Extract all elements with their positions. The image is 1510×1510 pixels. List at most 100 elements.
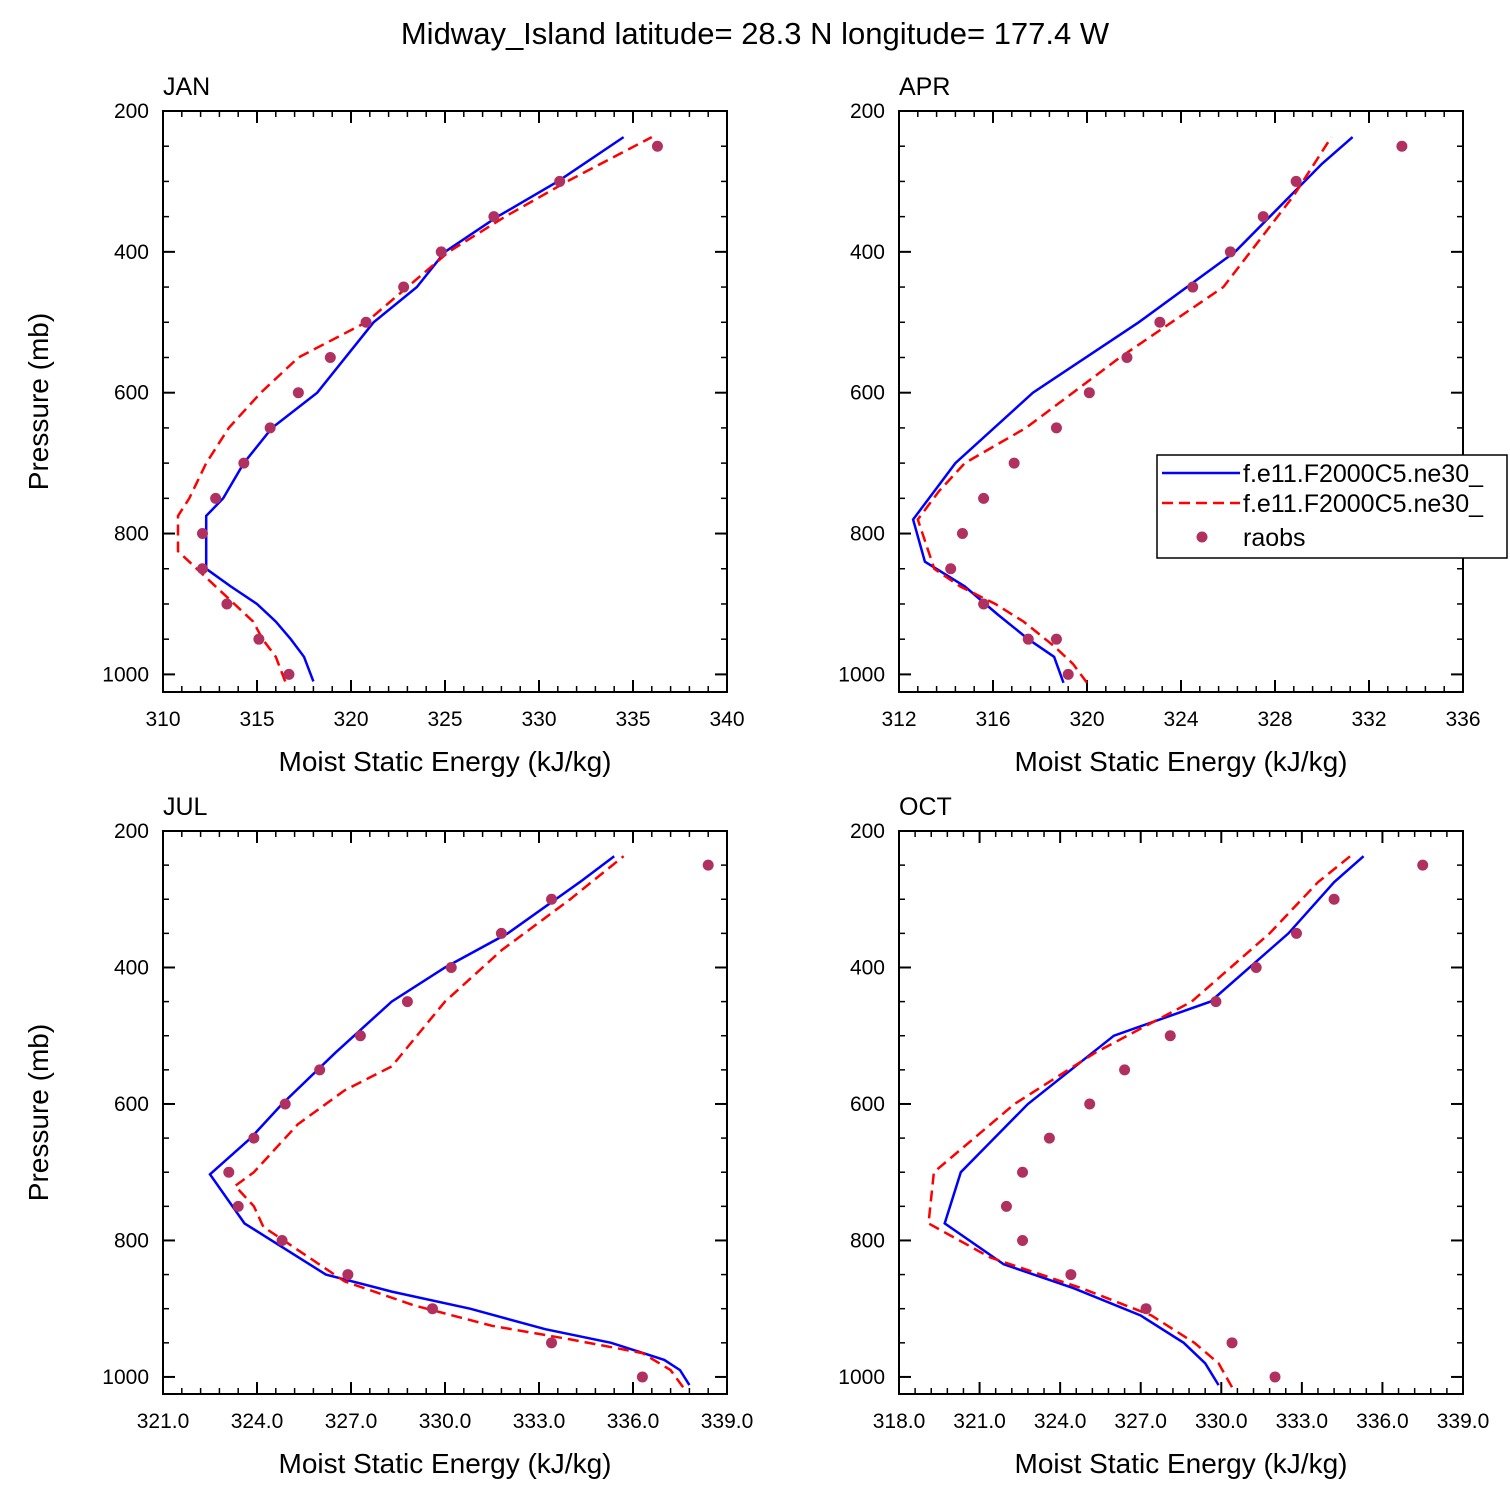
- raobs-point: [1008, 457, 1020, 469]
- raobs-point: [1017, 1234, 1029, 1246]
- raobs-point: [1417, 859, 1429, 871]
- raobs-point: [232, 1200, 244, 1212]
- raobs-point: [956, 528, 968, 540]
- x-axis-label: Moist Static Energy (kJ/kg): [279, 1448, 612, 1479]
- x-tick-label: 336: [1445, 708, 1480, 731]
- model-solid-line: [204, 136, 625, 682]
- raobs-point: [651, 140, 663, 152]
- chart-panel-jan: JAN 310 315 320 325 330 335 340 200 400 600 800 1000…: [23, 73, 745, 777]
- raobs-point: [435, 246, 447, 258]
- raobs-point: [554, 175, 566, 187]
- y-tick-label: 600: [114, 382, 149, 405]
- raobs-point: [1290, 175, 1302, 187]
- y-tick-label: 1000: [102, 1366, 149, 1389]
- x-tick-label: 320: [333, 708, 368, 731]
- raobs-point: [1119, 1064, 1131, 1076]
- x-tick-label: 327.0: [325, 1410, 378, 1433]
- y-tick-label: 800: [114, 1229, 149, 1252]
- y-tick-label: 600: [850, 1093, 885, 1116]
- x-tick-label: 315: [239, 708, 274, 731]
- x-tick-label: 335: [615, 708, 650, 731]
- raobs-point: [1250, 961, 1262, 973]
- x-tick-label: 333.0: [1276, 1410, 1329, 1433]
- raobs-point: [210, 492, 222, 504]
- y-tick-label: 800: [114, 523, 149, 546]
- raobs-point: [1328, 893, 1340, 905]
- x-tick-label: 320: [1069, 708, 1104, 731]
- raobs-point: [223, 1166, 235, 1178]
- x-tick-label: 339.0: [1437, 1410, 1490, 1433]
- raobs-point: [360, 316, 372, 328]
- raobs-point: [401, 996, 413, 1008]
- raobs-point: [1140, 1303, 1152, 1315]
- y-tick-label: 1000: [102, 663, 149, 686]
- chart-panel-apr: APR 312 316 320 324 328 332 336 200 400 600 800 1000…: [838, 73, 1480, 777]
- y-axis-label: Pressure (mb): [23, 1024, 54, 1201]
- x-tick-label: 328: [1257, 708, 1292, 731]
- y-tick-label: 800: [850, 523, 885, 546]
- raobs-point: [1043, 1132, 1055, 1144]
- legend-label: raobs: [1243, 524, 1306, 552]
- plot-frame: [162, 830, 728, 1395]
- raobs-point: [248, 1132, 260, 1144]
- raobs-point: [495, 927, 507, 939]
- x-tick-label: 336.0: [1356, 1410, 1409, 1433]
- raobs-point: [354, 1030, 366, 1042]
- raobs-point: [636, 1371, 648, 1383]
- figure-title: Midway_Island latitude= 28.3 N longitude…: [401, 16, 1110, 51]
- legend-label: f.e11.F2000C5.ne30_: [1243, 490, 1484, 518]
- raobs-point: [1050, 422, 1062, 434]
- raobs-point: [1065, 1269, 1077, 1281]
- raobs-point: [1062, 668, 1074, 680]
- x-tick-label: 324: [1163, 708, 1198, 731]
- y-tick-label: 400: [850, 241, 885, 264]
- raobs-point: [196, 563, 208, 575]
- x-tick-label: 333.0: [513, 1410, 566, 1433]
- model-dashed-line: [927, 855, 1351, 1388]
- x-tick-label: 318.0: [873, 1410, 926, 1433]
- raobs-point: [1224, 246, 1236, 258]
- x-axis-label: Moist Static Energy (kJ/kg): [279, 746, 612, 777]
- y-tick-label: 600: [114, 1093, 149, 1116]
- y-tick-label: 400: [850, 956, 885, 979]
- raobs-point: [445, 961, 457, 973]
- y-tick-label: 600: [850, 382, 885, 405]
- y-tick-label: 400: [114, 956, 149, 979]
- panel-title: JUL: [163, 793, 208, 821]
- raobs-point: [1210, 996, 1222, 1008]
- y-tick-label: 800: [850, 1229, 885, 1252]
- raobs-point: [238, 457, 250, 469]
- x-axis-label: Moist Static Energy (kJ/kg): [1015, 1448, 1348, 1479]
- raobs-point: [1022, 633, 1034, 645]
- x-tick-label: 321.0: [137, 1410, 190, 1433]
- raobs-point: [1084, 1098, 1096, 1110]
- legend-label: f.e11.F2000C5.ne30_: [1243, 460, 1484, 488]
- raobs-point: [945, 563, 957, 575]
- x-tick-label: 310: [145, 708, 180, 731]
- raobs-point: [546, 1337, 558, 1349]
- raobs-point: [426, 1303, 438, 1315]
- plot-frame: [162, 110, 728, 693]
- x-tick-label: 330: [521, 708, 556, 731]
- y-axis-label: Pressure (mb): [23, 313, 54, 490]
- raobs-point: [221, 598, 233, 610]
- raobs-point: [264, 422, 276, 434]
- x-tick-label: 327.0: [1114, 1410, 1167, 1433]
- raobs-point: [1187, 281, 1199, 293]
- x-tick-label: 321.0: [953, 1410, 1006, 1433]
- raobs-point: [342, 1269, 354, 1281]
- model-dashed-line: [916, 136, 1333, 684]
- x-tick-label: 330.0: [419, 1410, 472, 1433]
- raobs-point: [1083, 387, 1095, 399]
- y-tick-label: 1000: [838, 1366, 885, 1389]
- chart-panel-oct: OCT 318.0 321.0 324.0 327.0 330.0 333.0 336.0 33…: [838, 793, 1489, 1479]
- plot-frame: [898, 830, 1464, 1395]
- raobs-point: [1121, 351, 1133, 363]
- raobs-point: [702, 859, 714, 871]
- raobs-point: [546, 893, 558, 905]
- raobs-point: [1017, 1166, 1029, 1178]
- raobs-point: [1257, 211, 1269, 223]
- raobs-point: [196, 528, 208, 540]
- x-tick-label: 332: [1351, 708, 1386, 731]
